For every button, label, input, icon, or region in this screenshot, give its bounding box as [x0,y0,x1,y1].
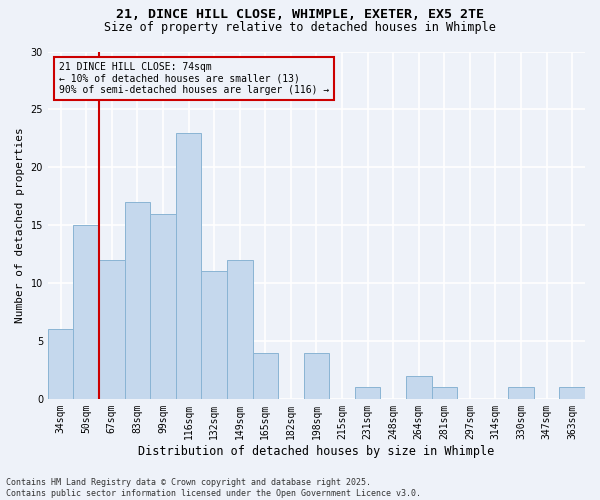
Y-axis label: Number of detached properties: Number of detached properties [15,128,25,323]
Bar [176,132,202,399]
Text: 21 DINCE HILL CLOSE: 74sqm
← 10% of detached houses are smaller (13)
90% of semi: 21 DINCE HILL CLOSE: 74sqm ← 10% of deta… [59,62,329,95]
Bar [73,225,99,399]
Bar [559,388,585,399]
Bar [125,202,150,399]
X-axis label: Distribution of detached houses by size in Whimple: Distribution of detached houses by size … [139,444,494,458]
Text: Size of property relative to detached houses in Whimple: Size of property relative to detached ho… [104,21,496,34]
Bar [406,376,431,399]
Bar [253,352,278,399]
Bar [355,388,380,399]
Bar [150,214,176,399]
Bar [304,352,329,399]
Bar [508,388,534,399]
Text: Contains HM Land Registry data © Crown copyright and database right 2025.
Contai: Contains HM Land Registry data © Crown c… [6,478,421,498]
Bar [99,260,125,399]
Bar [431,388,457,399]
Bar [48,330,73,399]
Bar [227,260,253,399]
Bar [202,272,227,399]
Text: 21, DINCE HILL CLOSE, WHIMPLE, EXETER, EX5 2TE: 21, DINCE HILL CLOSE, WHIMPLE, EXETER, E… [116,8,484,20]
